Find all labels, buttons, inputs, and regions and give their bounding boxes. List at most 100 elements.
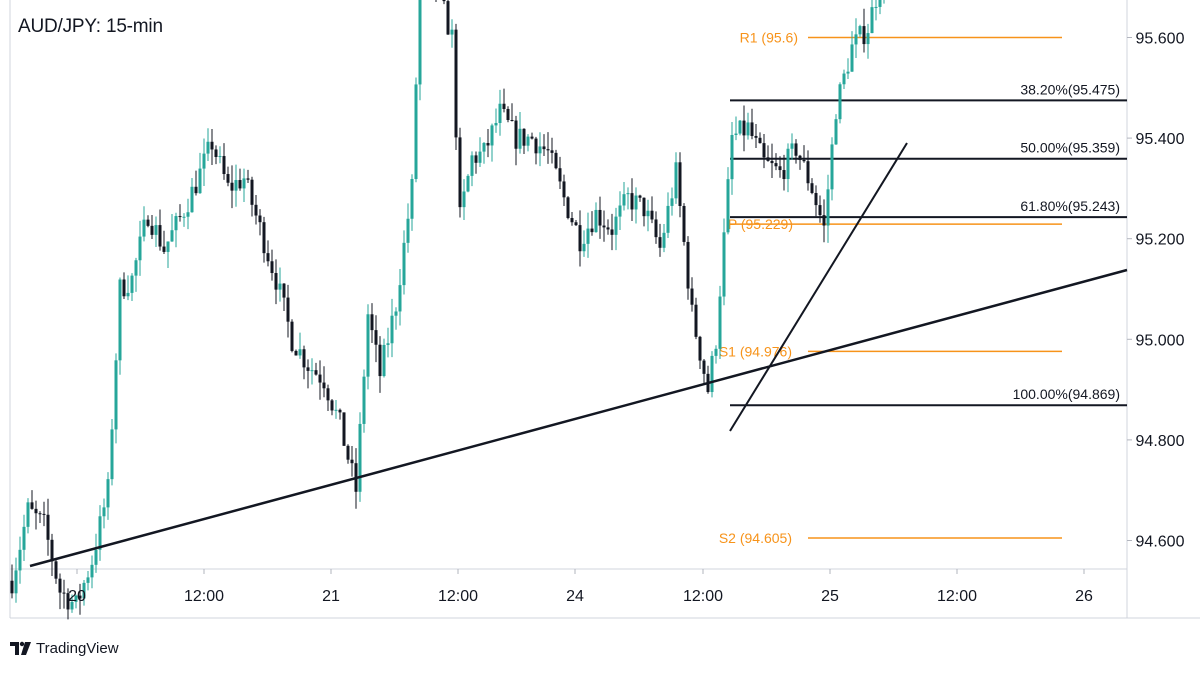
candle-body [602, 225, 606, 228]
candle-body [714, 348, 718, 356]
candle [810, 178, 814, 195]
candle [638, 194, 642, 202]
candle-body [218, 156, 222, 158]
candle-body [370, 314, 374, 331]
candle [883, 0, 885, 4]
candle-body [98, 516, 102, 550]
candle-body [634, 195, 638, 210]
candle-body [150, 225, 154, 235]
candle-body [90, 564, 94, 578]
candle-body [614, 216, 618, 235]
time-tick-label: 20 [68, 588, 86, 605]
candle [518, 111, 522, 154]
candle-body [586, 228, 590, 244]
candle-body [406, 218, 410, 243]
candle [410, 174, 414, 231]
candle-body [822, 215, 826, 226]
candle [286, 284, 290, 338]
candle [258, 209, 262, 236]
candle [350, 445, 354, 477]
candle [622, 182, 626, 211]
candle-body [186, 212, 190, 217]
time-tick-label: 12:00 [683, 588, 723, 605]
candle-body [850, 44, 854, 72]
candle [374, 315, 378, 363]
candle [686, 236, 690, 300]
candle-body [342, 412, 346, 446]
candle [786, 143, 790, 193]
candle [670, 187, 674, 216]
candle-body [274, 273, 278, 290]
candle [694, 297, 698, 340]
candle [126, 275, 130, 301]
candle [770, 143, 774, 178]
candle-body [570, 218, 574, 223]
candle-body [450, 29, 454, 35]
candle-body [178, 216, 182, 218]
candle [78, 583, 82, 615]
candle [274, 259, 278, 305]
candle [618, 191, 622, 231]
candle-body [330, 400, 334, 411]
candle [130, 273, 134, 301]
candle-body [630, 193, 634, 210]
candle [746, 112, 750, 140]
candle [122, 272, 126, 299]
candle [806, 150, 810, 191]
candle [562, 174, 566, 207]
price-tick-label: 95.000 [1136, 332, 1185, 349]
candle-body [38, 513, 42, 515]
candle [682, 203, 686, 246]
candle [38, 511, 42, 523]
candle [134, 257, 138, 292]
candle [774, 153, 778, 171]
candle-body [514, 120, 518, 149]
candle [674, 152, 678, 204]
candle [510, 103, 514, 122]
candle-body [74, 595, 78, 602]
candle [202, 138, 206, 187]
candle [450, 19, 454, 48]
candle-body [122, 279, 126, 297]
candle-body [170, 230, 174, 242]
candle-body [478, 151, 482, 163]
candle [570, 211, 574, 226]
candle-body [390, 315, 394, 344]
candle [754, 123, 758, 149]
candle-body [118, 279, 122, 361]
candle [822, 199, 826, 243]
candle-body [446, 1, 450, 35]
candle-body [646, 210, 650, 217]
candle-body [782, 170, 786, 180]
price-tick-label: 94.800 [1136, 433, 1185, 450]
candle [106, 472, 110, 520]
candle [458, 127, 462, 218]
candle [506, 106, 510, 123]
candle-body [794, 143, 798, 156]
candle-body [466, 175, 470, 192]
candle-body [662, 232, 666, 248]
fib-level-label: 38.20%(95.475) [1020, 81, 1120, 97]
candle-body [222, 156, 226, 175]
candle-body [538, 146, 542, 154]
candle-body [498, 103, 502, 123]
candle-body [194, 186, 198, 194]
candle [166, 241, 170, 269]
candle [830, 137, 834, 201]
candle-body [726, 179, 730, 233]
candle-body [414, 84, 418, 180]
candle-body [18, 549, 22, 571]
candle-body [818, 205, 822, 216]
candle-body [642, 197, 646, 217]
fib-level-label: 100.00%(94.869) [1013, 386, 1120, 402]
candle-body [442, 0, 446, 2]
candle-body [138, 236, 142, 261]
candle [742, 105, 746, 152]
candle [114, 353, 118, 444]
candle-body [834, 119, 838, 145]
candle [378, 336, 382, 393]
candle [758, 132, 762, 144]
candle [666, 192, 670, 239]
tradingview-logo-icon [10, 641, 31, 655]
candle [178, 204, 182, 222]
